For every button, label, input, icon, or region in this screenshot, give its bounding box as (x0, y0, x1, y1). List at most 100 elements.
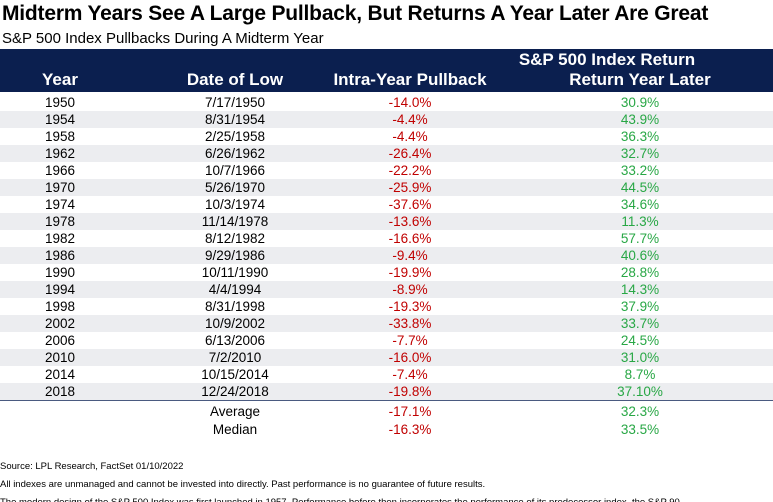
header-return-year-later: Return Year Later (569, 70, 711, 89)
footnote-disclaimer: All indexes are unmanaged and cannot be … (0, 479, 486, 490)
cell-return-year-later: 31.0% (620, 350, 660, 365)
table-row: 1986 9/29/1986 -9.4% 40.6% (0, 247, 773, 264)
cell-year: 1978 (44, 214, 76, 229)
table-row: 2002 10/9/2002 -33.8% 33.7% (0, 315, 773, 332)
cell-year: 1998 (44, 299, 76, 314)
cell-intra-year-pullback: -26.4% (388, 146, 432, 161)
cell-year: 1950 (44, 95, 76, 110)
cell-year: 2010 (44, 350, 76, 365)
cell-year: 1982 (44, 231, 76, 246)
summary-return-year-later: 33.5% (620, 421, 660, 437)
table-row: 1966 10/7/1966 -22.2% 33.2% (0, 162, 773, 179)
cell-return-year-later: 37.9% (620, 299, 660, 314)
cell-date-of-low: 7/2/2010 (208, 350, 262, 365)
cell-return-year-later: 24.5% (620, 333, 660, 348)
cell-date-of-low: 8/12/1982 (204, 231, 266, 246)
table-row: 2010 7/2/2010 -16.0% 31.0% (0, 349, 773, 366)
cell-date-of-low: 12/24/2018 (201, 384, 269, 399)
cell-date-of-low: 10/7/1966 (204, 163, 266, 178)
cell-return-year-later: 11.3% (621, 214, 659, 229)
header-intra-year-pullback: Intra-Year Pullback (333, 70, 487, 89)
cell-intra-year-pullback: -4.4% (392, 129, 428, 144)
cell-return-year-later: 28.8% (620, 265, 660, 280)
table-row: 1974 10/3/1974 -37.6% 34.6% (0, 196, 773, 213)
cell-intra-year-pullback: -19.9% (388, 265, 432, 280)
table-row: 2014 10/15/2014 -7.4% 8.7% (0, 366, 773, 383)
cell-return-year-later: 57.7% (620, 231, 660, 246)
header-date-of-low: Date of Low (186, 70, 284, 89)
cell-year: 1986 (44, 248, 76, 263)
cell-year: 2002 (44, 316, 76, 331)
cell-intra-year-pullback: -16.6% (388, 231, 432, 246)
cell-date-of-low: 2/25/1958 (204, 129, 266, 144)
cell-date-of-low: 10/15/2014 (201, 367, 269, 382)
cell-return-year-later: 34.6% (620, 197, 660, 212)
table-row: 1950 7/17/1950 -14.0% 30.9% (0, 94, 773, 111)
cell-date-of-low: 6/26/1962 (204, 146, 266, 161)
cell-return-year-later: 44.5% (620, 180, 660, 195)
summary-intra-year-pullback: -17.1% (388, 404, 432, 419)
table-row: 2018 12/24/2018 -19.8% 37.10% (0, 383, 773, 400)
table-row: 1962 6/26/1962 -26.4% 32.7% (0, 145, 773, 162)
cell-year: 2014 (44, 367, 76, 382)
footnote-source: Source: LPL Research, FactSet 01/10/2022 (0, 461, 184, 472)
cell-date-of-low: 7/17/1950 (204, 95, 266, 110)
summary-return-year-later: 32.3% (620, 404, 660, 419)
cell-return-year-later: 43.9% (620, 112, 660, 127)
table-header: S&P 500 Index Return Year Date of Low In… (0, 49, 773, 92)
table-row: 1970 5/26/1970 -25.9% 44.5% (0, 179, 773, 196)
cell-intra-year-pullback: -7.4% (392, 367, 428, 382)
table-row: 1998 8/31/1998 -19.3% 37.9% (0, 298, 773, 315)
cell-intra-year-pullback: -19.3% (388, 299, 432, 314)
cell-year: 1962 (44, 146, 76, 161)
table-row: 1978 11/14/1978 -13.6% 11.3% (0, 213, 773, 230)
cell-return-year-later: 30.9% (620, 95, 660, 110)
cell-date-of-low: 5/26/1970 (204, 180, 266, 195)
cell-return-year-later: 8.7% (624, 367, 656, 382)
cell-year: 1994 (44, 282, 76, 297)
cell-year: 1974 (44, 197, 76, 212)
cell-date-of-low: 9/29/1986 (204, 248, 266, 263)
cell-intra-year-pullback: -25.9% (388, 180, 432, 195)
chart-title: Midterm Years See A Large Pullback, But … (2, 2, 709, 25)
cell-intra-year-pullback: -19.8% (388, 384, 432, 399)
cell-year: 1966 (44, 163, 76, 178)
cell-intra-year-pullback: -16.0% (388, 350, 432, 365)
cell-intra-year-pullback: -33.8% (388, 316, 432, 331)
summary-row: Median -16.3% 33.5% (0, 421, 773, 439)
summary-label: Median (212, 421, 258, 437)
chart-subtitle: S&P 500 Index Pullbacks During A Midterm… (2, 30, 324, 47)
cell-intra-year-pullback: -8.9% (392, 282, 428, 297)
cell-return-year-later: 32.7% (620, 146, 660, 161)
cell-year: 1990 (44, 265, 76, 280)
table-body: 1950 7/17/1950 -14.0% 30.9% 1954 8/31/1954 -4.… (0, 94, 773, 400)
cell-intra-year-pullback: -14.0% (388, 95, 432, 110)
cell-return-year-later: 33.7% (620, 316, 660, 331)
cell-year: 1958 (44, 129, 76, 144)
cell-intra-year-pullback: -9.4% (392, 248, 428, 263)
cell-date-of-low: 8/31/1954 (204, 112, 266, 127)
table-summary: Average -17.1% 32.3% Median -16.3% 33.5% (0, 403, 773, 438)
cell-year: 1970 (44, 180, 76, 195)
footnotes: Source: LPL Research, FactSet 01/10/2022… (0, 458, 682, 502)
table-row: 1954 8/31/1954 -4.4% 43.9% (0, 111, 773, 128)
cell-date-of-low: 10/11/1990 (201, 265, 269, 280)
cell-year: 2018 (44, 384, 76, 399)
cell-date-of-low: 6/13/2006 (204, 333, 266, 348)
header-year: Year (42, 70, 78, 89)
cell-year: 1954 (44, 112, 76, 127)
table-row: 1994 4/4/1994 -8.9% 14.3% (0, 281, 773, 298)
cell-date-of-low: 10/3/1974 (204, 197, 266, 212)
table-row: 1990 10/11/1990 -19.9% 28.8% (0, 264, 773, 281)
summary-label: Average (209, 404, 261, 419)
cell-date-of-low: 10/9/2002 (204, 316, 266, 331)
summary-row: Average -17.1% 32.3% (0, 403, 773, 421)
cell-intra-year-pullback: -4.4% (392, 112, 428, 127)
cell-date-of-low: 8/31/1998 (204, 299, 266, 314)
cell-intra-year-pullback: -37.6% (388, 197, 432, 212)
summary-divider (0, 400, 773, 401)
cell-return-year-later: 14.3% (620, 282, 660, 297)
summary-intra-year-pullback: -16.3% (388, 421, 432, 437)
header-group-label: S&P 500 Index Return (518, 50, 696, 69)
